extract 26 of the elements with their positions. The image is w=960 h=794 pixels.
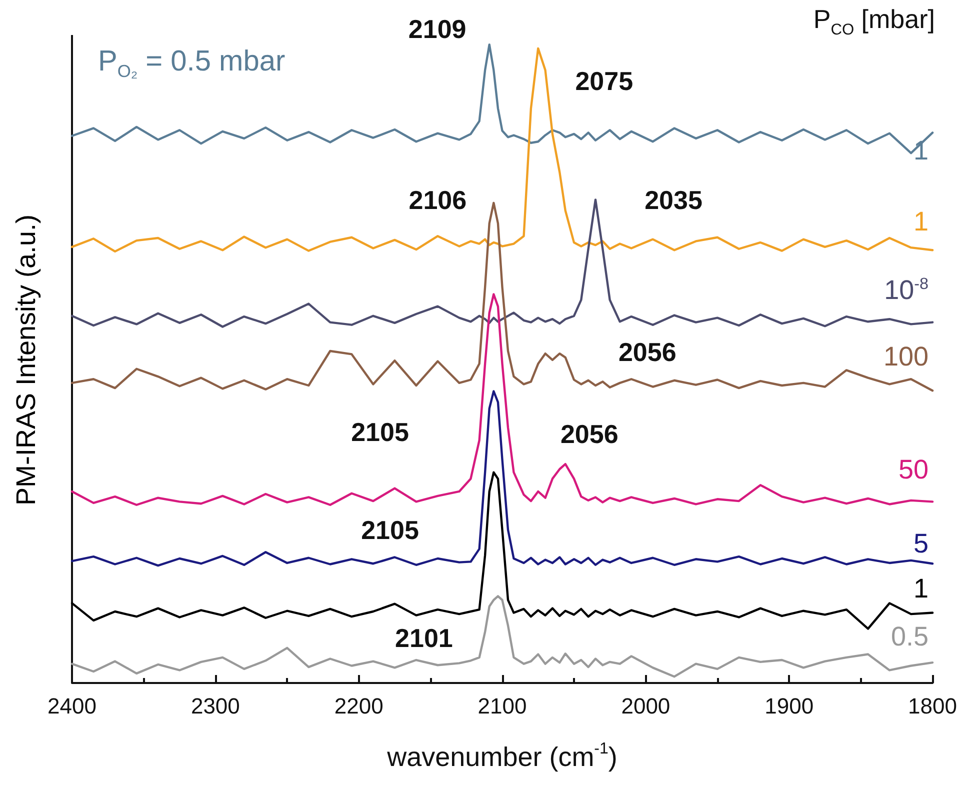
series-label: 50 <box>898 454 929 484</box>
x-tick-label: 2300 <box>190 694 240 718</box>
series-label: 0.5 <box>890 621 929 652</box>
y-axis-title: PM-IRAS Intensity (a.u.) <box>11 214 41 506</box>
annotation: P$_{O₂}$ = 0.5 mbar <box>98 45 286 82</box>
series-label: 10$^{-8}$ <box>884 275 929 306</box>
annotation: 2101 <box>395 623 453 654</box>
annotation: 2109 <box>408 14 466 44</box>
series-label: 1 <box>913 206 929 237</box>
series-label: 5 <box>913 528 929 558</box>
annotation: 2105 <box>351 417 409 447</box>
annotation: 2075 <box>575 66 634 96</box>
x-tick-label: 2100 <box>478 694 527 718</box>
x-tick-label: 1900 <box>764 694 814 718</box>
annotation: 2106 <box>408 184 467 215</box>
x-tick-label: 2200 <box>334 694 384 718</box>
annotation: 2035 <box>644 184 702 215</box>
legend-title: P$_{CO}$ [mbar] <box>813 4 935 38</box>
series-label: 1 <box>913 573 929 604</box>
annotation: 2056 <box>560 419 618 450</box>
x-tick-label: 1800 <box>908 694 958 718</box>
series-label: 100 <box>883 341 929 372</box>
x-tick-label: 2000 <box>621 694 670 718</box>
annotation: 2105 <box>361 515 419 545</box>
x-tick-label: 2400 <box>48 694 96 718</box>
annotation: 2056 <box>618 337 676 368</box>
